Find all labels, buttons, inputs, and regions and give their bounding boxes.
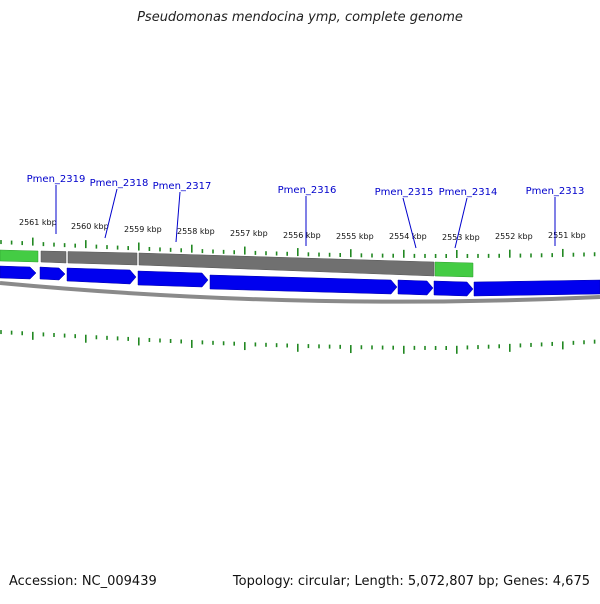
gene-label[interactable]: Pmen_2317 (153, 181, 212, 192)
position-label: 2558 kbp (177, 227, 215, 236)
gene-label[interactable]: Pmen_2315 (375, 187, 434, 198)
position-label: 2551 kbp (548, 231, 586, 240)
position-label: 2556 kbp (283, 231, 321, 240)
gene-label[interactable]: Pmen_2316 (278, 185, 337, 196)
position-label: 2554 kbp (389, 232, 427, 241)
position-label: 2557 kbp (230, 229, 268, 238)
cds-arrow[interactable] (66, 267, 137, 285)
gene-labels: Pmen_2319 Pmen_2318 Pmen_2317 Pmen_2316 … (27, 174, 585, 198)
gene-label[interactable]: Pmen_2318 (90, 178, 149, 189)
upper-tick-row (0, 237, 596, 258)
position-label: 2559 kbp (124, 225, 162, 234)
accession-label: Accession: NC_009439 (9, 574, 157, 589)
cds-arrow[interactable] (137, 270, 209, 288)
cds-arrow[interactable] (473, 279, 600, 297)
position-label: 2552 kbp (495, 232, 533, 241)
gene-label[interactable]: Pmen_2319 (27, 174, 86, 185)
cds-arrow[interactable] (397, 279, 434, 296)
genome-backbone (0, 281, 600, 304)
cds-arrow[interactable] (39, 266, 66, 281)
lower-tick-row (0, 330, 596, 354)
gene-callout-lines (55, 185, 556, 249)
gene-label[interactable]: Pmen_2314 (439, 187, 498, 198)
position-labels: 2561 kbp 2560 kbp 2559 kbp 2558 kbp 2557… (19, 218, 586, 242)
position-label: 2553 kbp (442, 233, 480, 242)
cds-track (0, 265, 600, 297)
position-label: 2561 kbp (19, 218, 57, 227)
callout-line (454, 197, 468, 249)
position-label: 2560 kbp (71, 222, 109, 231)
segment-green-right[interactable] (434, 261, 474, 278)
callout-line (104, 188, 118, 239)
segment-gray-3[interactable] (138, 252, 435, 277)
cds-arrow[interactable] (433, 280, 474, 297)
callout-line (402, 197, 417, 249)
genome-summary: Topology: circular; Length: 5,072,807 bp… (232, 574, 590, 589)
segment-track (0, 249, 474, 278)
gene-label[interactable]: Pmen_2313 (526, 186, 585, 197)
segment-gray-2[interactable] (67, 251, 138, 266)
cds-arrow[interactable] (209, 274, 398, 295)
map-title: Pseudomonas mendocina ymp, complete geno… (137, 10, 463, 25)
cds-arrow[interactable] (0, 265, 37, 280)
segment-green-left[interactable] (0, 249, 39, 263)
callout-line (175, 191, 181, 243)
segment-gray-1[interactable] (40, 250, 67, 264)
position-label: 2555 kbp (336, 232, 374, 241)
